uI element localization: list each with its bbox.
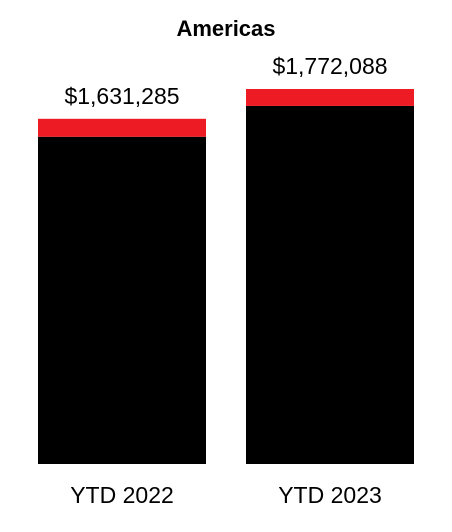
x-tick-label: YTD 2022 [70, 482, 174, 508]
x-tick-label: YTD 2023 [278, 482, 382, 508]
bar-segment [38, 118, 206, 137]
chart-title: Americas [176, 16, 275, 41]
total-label: $1,631,285 [64, 83, 179, 109]
total-label: $1,772,088 [272, 53, 387, 79]
bar-segment [246, 105, 414, 464]
bar-segment [246, 89, 414, 106]
bar-segment [38, 136, 206, 464]
